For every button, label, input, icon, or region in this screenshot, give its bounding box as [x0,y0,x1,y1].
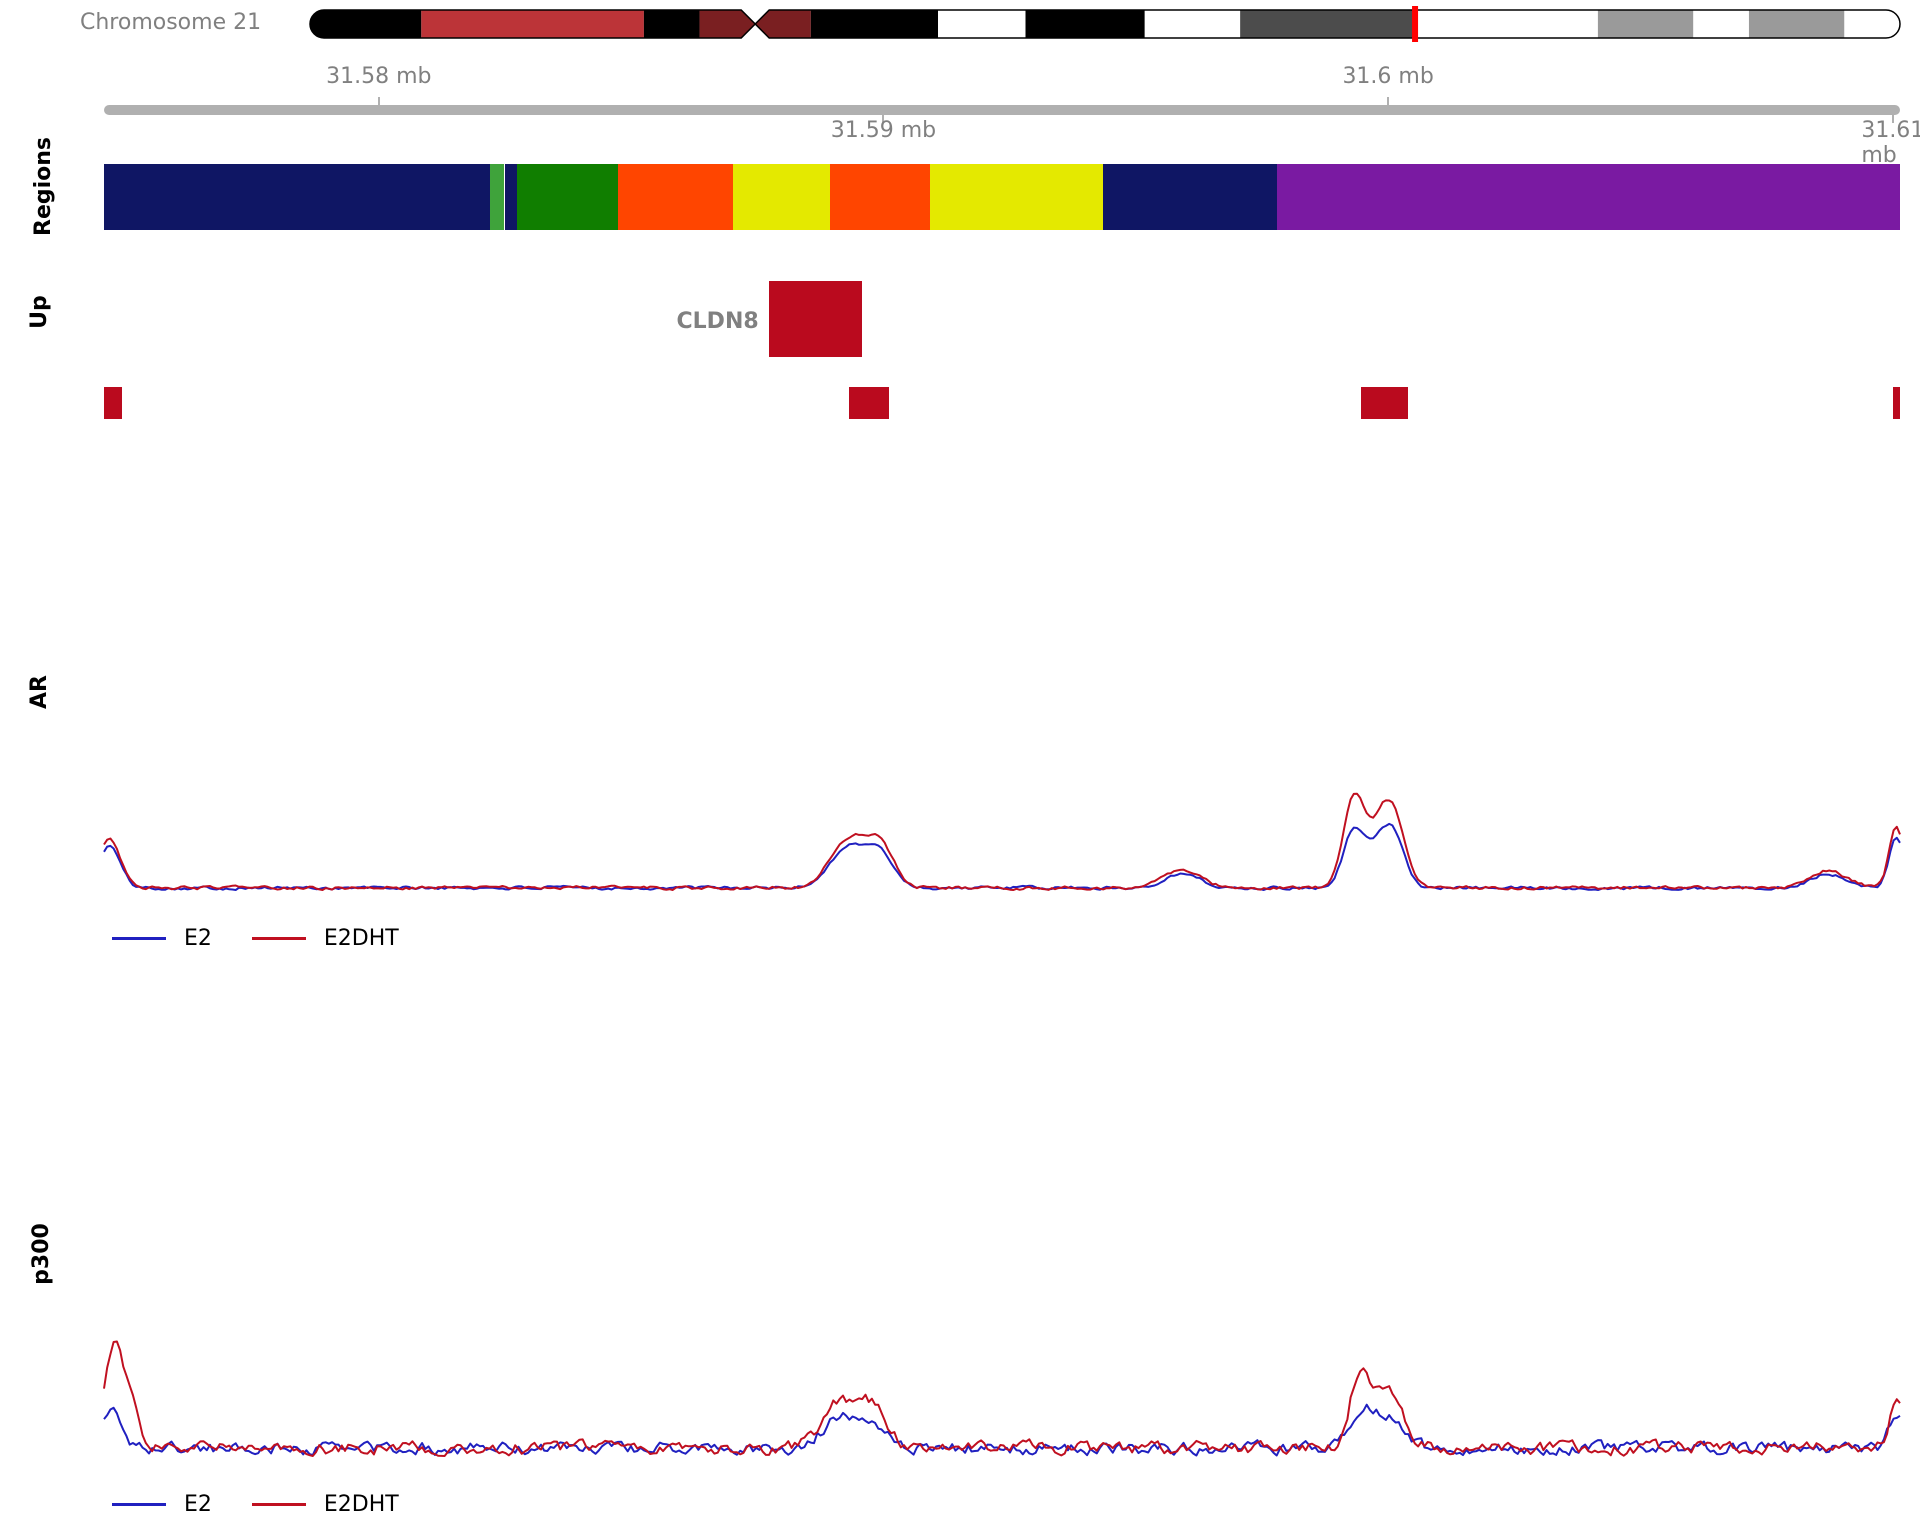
gene-label-cldn8: CLDN8 [677,309,759,334]
region-block [618,164,733,230]
ideogram [0,0,1920,44]
legend-item-e2-swatch [112,1503,166,1506]
track-label-p300: p300 [12,1214,72,1294]
legend-item-e2dht: E2DHT [252,1492,399,1517]
genome-axis-bar [104,105,1900,115]
signal-track-p300 [0,1336,1920,1460]
region-block [490,164,504,230]
legend-item-e2dht-swatch [252,937,306,940]
track-label-regions: Regions [14,156,74,236]
feature-mark [1361,387,1408,419]
axis-tick-label: 31.58 mb [326,64,431,89]
legend-item-e2dht-label: E2DHT [324,1492,399,1517]
region-block [1277,164,1900,230]
axis-tick-label: 31.59 mb [831,118,936,143]
legend-item-e2-label: E2 [184,926,212,951]
legend-ar: E2 E2DHT [112,926,399,951]
legend-item-e2: E2 [112,1492,212,1517]
feature-mark [849,387,889,419]
legend-item-e2-label: E2 [184,1492,212,1517]
legend-item-e2-swatch [112,937,166,940]
region-block [733,164,830,230]
feature-mark [104,387,122,419]
ideogram-viewport-marker [1412,6,1418,42]
legend-item-e2dht: E2DHT [252,926,399,951]
region-block [930,164,1102,230]
axis-tick-label: 31.6 mb [1342,64,1433,89]
region-block [830,164,931,230]
legend-item-e2: E2 [112,926,212,951]
legend-item-e2dht-label: E2DHT [324,926,399,951]
region-block [517,164,618,230]
region-block [104,164,490,230]
legend-item-e2dht-swatch [252,1503,306,1506]
track-label-up: Up [10,282,70,342]
track-label-ar: AR [10,652,70,732]
feature-mark [1893,387,1900,419]
legend-p300: E2 E2DHT [112,1492,399,1517]
region-block [505,164,518,230]
signal-track-ar [0,780,1920,894]
gene-box-cldn8 [769,281,862,357]
axis-tick-label: 31.61 mb [1861,118,1920,168]
region-block [1103,164,1277,230]
